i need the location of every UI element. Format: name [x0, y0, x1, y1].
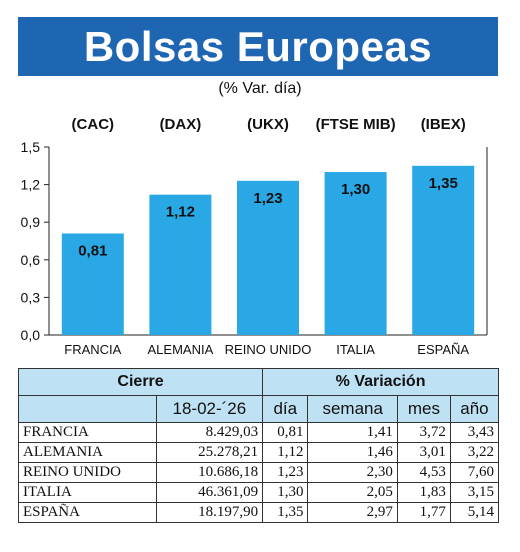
y-tick-label: 1,5	[21, 139, 41, 155]
row-semana: 1,46	[307, 442, 398, 463]
group-header-cierre: Cierre	[17, 368, 264, 396]
row-mes: 3,01	[396, 442, 451, 463]
row-dia: 1,30	[262, 482, 309, 503]
bar	[324, 172, 387, 335]
row-name: FRANCIA	[18, 422, 157, 443]
y-tick-label: 0,6	[21, 252, 41, 268]
table-column-header-row: 18-02-´26 día semana mes año	[18, 395, 500, 423]
bar	[61, 233, 124, 335]
x-tick-label: ESPAÑA	[417, 342, 469, 357]
row-mes: 1,77	[396, 502, 451, 523]
row-anio: 3,43	[449, 422, 500, 443]
bar	[237, 180, 299, 335]
row-dia: 1,12	[262, 442, 309, 463]
index-label: (IBEX)	[421, 116, 466, 133]
row-mes: 1,83	[396, 482, 451, 503]
row-dia: 1,35	[262, 502, 309, 523]
bar-value-label: 1,23	[253, 190, 282, 207]
y-tick-label: 1,2	[21, 177, 41, 193]
row-dia: 1,23	[262, 462, 309, 483]
row-mes: 4,53	[396, 462, 451, 483]
bar	[149, 194, 212, 335]
column-header-anio: año	[449, 395, 500, 423]
row-cierre: 25.278,21	[155, 442, 264, 463]
data-table: Cierre % Variación 18-02-´26 día semana …	[17, 368, 500, 523]
row-name: ITALIA	[18, 482, 157, 503]
column-header-mes: mes	[396, 395, 451, 423]
column-header-semana: semana	[307, 395, 398, 423]
bar	[412, 165, 475, 335]
x-tick-label: FRANCIA	[64, 342, 121, 357]
bar-value-label: 1,12	[166, 204, 195, 221]
row-cierre: 46.361,09	[155, 482, 264, 503]
row-semana: 2,30	[307, 462, 398, 483]
bar-value-label: 0,81	[78, 242, 107, 259]
column-header-date: 18-02-´26	[155, 395, 264, 423]
table-row: ALEMANIA 25.278,21 1,12 1,46 3,01 3,22	[18, 442, 500, 463]
y-tick-label: 0,3	[21, 289, 41, 305]
index-label: (UKX)	[247, 116, 289, 133]
table-group-header-row: Cierre % Variación	[17, 368, 499, 396]
row-cierre: 8.429,03	[155, 422, 264, 443]
row-anio: 3,22	[449, 442, 500, 463]
index-label: (FTSE MIB)	[316, 116, 396, 133]
row-anio: 7,60	[449, 462, 500, 483]
row-name: ALEMANIA	[18, 442, 157, 463]
bar-value-label: 1,35	[429, 175, 458, 192]
y-tick-label: 0,0	[21, 327, 41, 343]
row-cierre: 18.197,90	[155, 502, 264, 523]
row-anio: 3,15	[449, 482, 500, 503]
row-cierre: 10.686,18	[155, 462, 264, 483]
group-header-variacion: % Variación	[262, 368, 499, 396]
x-tick-label: ITALIA	[336, 342, 375, 357]
table-row: ITALIA 46.361,09 1,30 2,05 1,83 3,15	[18, 482, 500, 503]
bar-chart: 0,0 0,3 0,6 0,9 1,2 1,5 0,81 FRANCIA (CAC) 1,12 AL…	[21, 116, 488, 357]
row-semana: 2,97	[307, 502, 398, 523]
column-header-dia: día	[262, 395, 309, 423]
row-name: REINO UNIDO	[18, 462, 157, 483]
index-label: (DAX)	[160, 116, 202, 133]
column-header-empty	[18, 395, 157, 423]
chart-title: Bolsas Europeas	[83, 22, 433, 70]
row-dia: 0,81	[262, 422, 309, 443]
x-tick-label: ALEMANIA	[148, 342, 214, 357]
table-row: REINO UNIDO 10.686,18 1,23 2,30 4,53 7,6…	[18, 462, 500, 483]
bar-value-label: 1,30	[341, 181, 370, 198]
title-bar: Bolsas Europeas	[18, 17, 498, 76]
chart-subtitle: (% Var. día)	[218, 80, 302, 97]
table-row: ESPAÑA 18.197,90 1,35 2,97 1,77 5,14	[18, 502, 500, 523]
row-semana: 2,05	[307, 482, 398, 503]
index-label: (CAC)	[72, 116, 115, 133]
table-row: FRANCIA 8.429,03 0,81 1,41 3,72 3,43	[18, 422, 500, 443]
row-mes: 3,72	[396, 422, 451, 443]
x-tick-label: REINO UNIDO	[225, 342, 312, 357]
y-tick-label: 0,9	[21, 214, 41, 230]
row-name: ESPAÑA	[18, 502, 157, 523]
row-anio: 5,14	[449, 502, 500, 523]
row-semana: 1,41	[307, 422, 398, 443]
